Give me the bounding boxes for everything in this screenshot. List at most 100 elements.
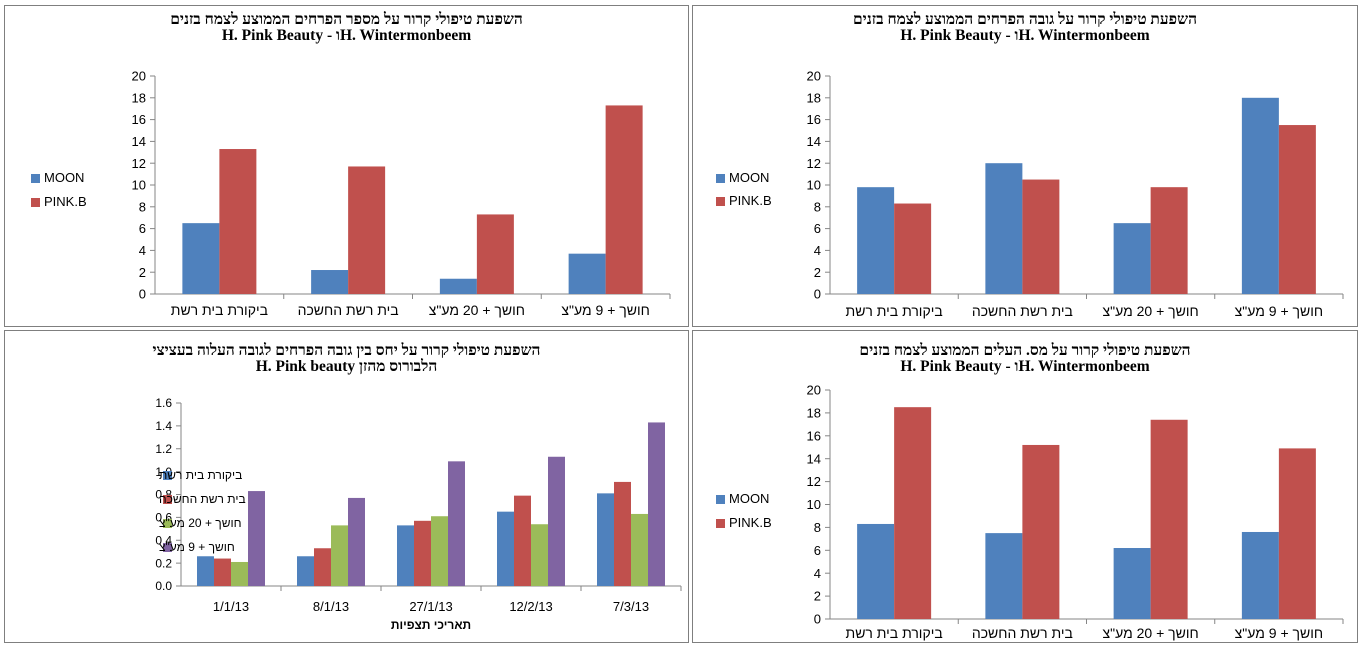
legend-label: PINK.B — [44, 194, 87, 209]
bar-moon — [1113, 223, 1151, 294]
bar-chart-flower-height: 0 2 4 6 8 10 12 14 16 18 20 ביקורת בית רשת בית רשת ה… — [716, 69, 1344, 319]
legend-swatch-pink — [31, 198, 40, 207]
y-tick-label: 14 — [807, 134, 821, 149]
y-tick-label: 6 — [139, 221, 146, 236]
y-tick-label: 14 — [132, 134, 146, 149]
bar-pink — [1150, 187, 1188, 294]
x-category-label: חושך + 9 מע"צ — [1235, 303, 1323, 319]
chart-title-line2: H. Pink Beauty - וH. Wintermonbeem — [900, 358, 1150, 375]
legend-swatch-purple — [163, 543, 172, 552]
x-category-label: בית רשת החשכה — [972, 625, 1073, 641]
legend-label: MOON — [44, 170, 84, 185]
y-tick-label: 16 — [807, 112, 821, 127]
y-tick-label: 16 — [132, 112, 146, 127]
bar-moon — [497, 511, 514, 586]
chart-title: השפעת טיפולי קרור על מס. העלים הממוצע לצ… — [693, 343, 1357, 375]
x-category-label: 12/2/13 — [509, 599, 552, 614]
y-tick-label: 0.0 — [155, 579, 172, 593]
y-tick-label: 4 — [814, 566, 821, 581]
chart-panel-flower-height: השפעת טיפולי קרור על גובה הפרחים הממוצע … — [692, 5, 1358, 327]
legend-label: חושך + 20 מע"צ — [159, 516, 241, 530]
y-tick-label: 16 — [807, 428, 821, 443]
x-category-label: 1/1/13 — [213, 599, 249, 614]
y-tick-label: 0.2 — [155, 556, 172, 570]
bar-chart-flower-count: 0 2 4 6 8 10 12 14 16 18 20 ביקורת בית רשת בית רשת ה… — [31, 69, 671, 318]
y-tick-label: 20 — [807, 69, 821, 84]
y-tick-label: 2 — [814, 265, 821, 280]
bar-green — [531, 524, 548, 586]
legend-label: בית רשת החשכה — [159, 492, 246, 506]
legend-label: ביקורת בית רשת — [159, 468, 242, 482]
bar-pink — [1150, 419, 1188, 619]
bar-moon — [311, 270, 349, 294]
y-tick-label: 10 — [132, 178, 146, 193]
bar-purple — [348, 497, 365, 586]
bar-chart-leaf-count: 0 2 4 6 8 10 12 14 16 18 20 ביקורת בית רשת בית רשת ה… — [716, 383, 1344, 641]
chart-title: השפעת טיפולי קרור על גובה הפרחים הממוצע … — [693, 12, 1357, 44]
x-category-label: חושך + 20 מע"צ — [429, 302, 525, 318]
x-category-label: ביקורת בית רשת — [171, 302, 268, 318]
y-tick-label: 18 — [807, 90, 821, 105]
y-tick-label: 6 — [814, 221, 821, 236]
y-tick-label: 8 — [814, 199, 821, 214]
bar-pink — [214, 558, 231, 586]
bar-pink — [605, 105, 643, 295]
chart-title: השפעת טיפולי קרור על יחס בין גובה הפרחים… — [5, 343, 688, 375]
bar-pink — [514, 495, 531, 586]
legend-label: חושך + 9 מע"צ — [159, 540, 235, 554]
legend-swatch-green — [163, 519, 172, 528]
bar-moon — [857, 187, 895, 294]
y-tick-label: 20 — [132, 69, 146, 84]
y-tick-label: 10 — [807, 497, 821, 512]
bar-pink — [1022, 179, 1060, 294]
chart-title-line2: הלבורוס מהזן H. Pink beauty — [255, 358, 438, 375]
bar-moon — [1241, 97, 1279, 294]
bar-pink — [614, 481, 631, 586]
x-category-label: ביקורת בית רשת — [846, 625, 943, 641]
bar-pink — [314, 548, 331, 586]
legend-label: PINK.B — [729, 193, 772, 208]
x-category-label: חושך + 9 מע"צ — [561, 302, 649, 318]
bar-moon — [985, 533, 1023, 619]
y-tick-label: 12 — [807, 156, 821, 171]
x-category-label: ביקורת בית רשת — [846, 303, 943, 319]
bar-moon — [197, 556, 214, 586]
legend-swatch-moon — [31, 174, 40, 183]
legend-swatch-moon — [716, 174, 725, 183]
chart-title-line2: H. Pink Beauty - וH. Wintermonbeem — [221, 27, 472, 44]
bar-green — [431, 516, 448, 586]
bar-moon — [297, 556, 314, 586]
bar-purple — [448, 461, 465, 586]
chart-title-line1: השפעת טיפולי קרור על יחס בין גובה הפרחים… — [152, 342, 541, 359]
y-tick-label: 1.4 — [155, 419, 172, 433]
bar-moon — [182, 223, 220, 294]
y-tick-label: 12 — [132, 156, 146, 171]
bar-pink — [894, 407, 932, 619]
bar-green — [331, 525, 348, 586]
chart-panel-leaf-count: השפעת טיפולי קרור על מס. העלים הממוצע לצ… — [692, 330, 1358, 643]
bar-moon — [439, 278, 477, 294]
x-category-label: 8/1/13 — [313, 599, 349, 614]
bar-moon — [397, 525, 414, 586]
y-tick-label: 18 — [807, 405, 821, 420]
y-tick-label: 4 — [814, 243, 821, 258]
legend-swatch-pink — [163, 495, 172, 504]
bar-pink — [1278, 448, 1316, 619]
y-tick-label: 1.2 — [155, 442, 172, 456]
legend-swatch-moon — [716, 495, 725, 504]
bar-moon — [568, 253, 606, 294]
x-axis-title: תאריכי תצפיות — [391, 618, 471, 632]
y-tick-label: 12 — [807, 474, 821, 489]
legend-swatch-moon — [163, 471, 172, 480]
x-category-label: חושך + 20 מע"צ — [1103, 625, 1199, 641]
x-category-label: בית רשת החשכה — [298, 302, 399, 318]
bar-pink — [414, 520, 431, 586]
bar-pink — [894, 203, 932, 294]
bar-pink — [219, 149, 257, 294]
legend-swatch-pink — [716, 197, 725, 206]
bar-moon — [1113, 548, 1151, 619]
bar-green — [631, 513, 648, 586]
bar-moon — [985, 163, 1023, 294]
bar-moon — [597, 493, 614, 586]
y-tick-label: 0 — [814, 287, 821, 302]
